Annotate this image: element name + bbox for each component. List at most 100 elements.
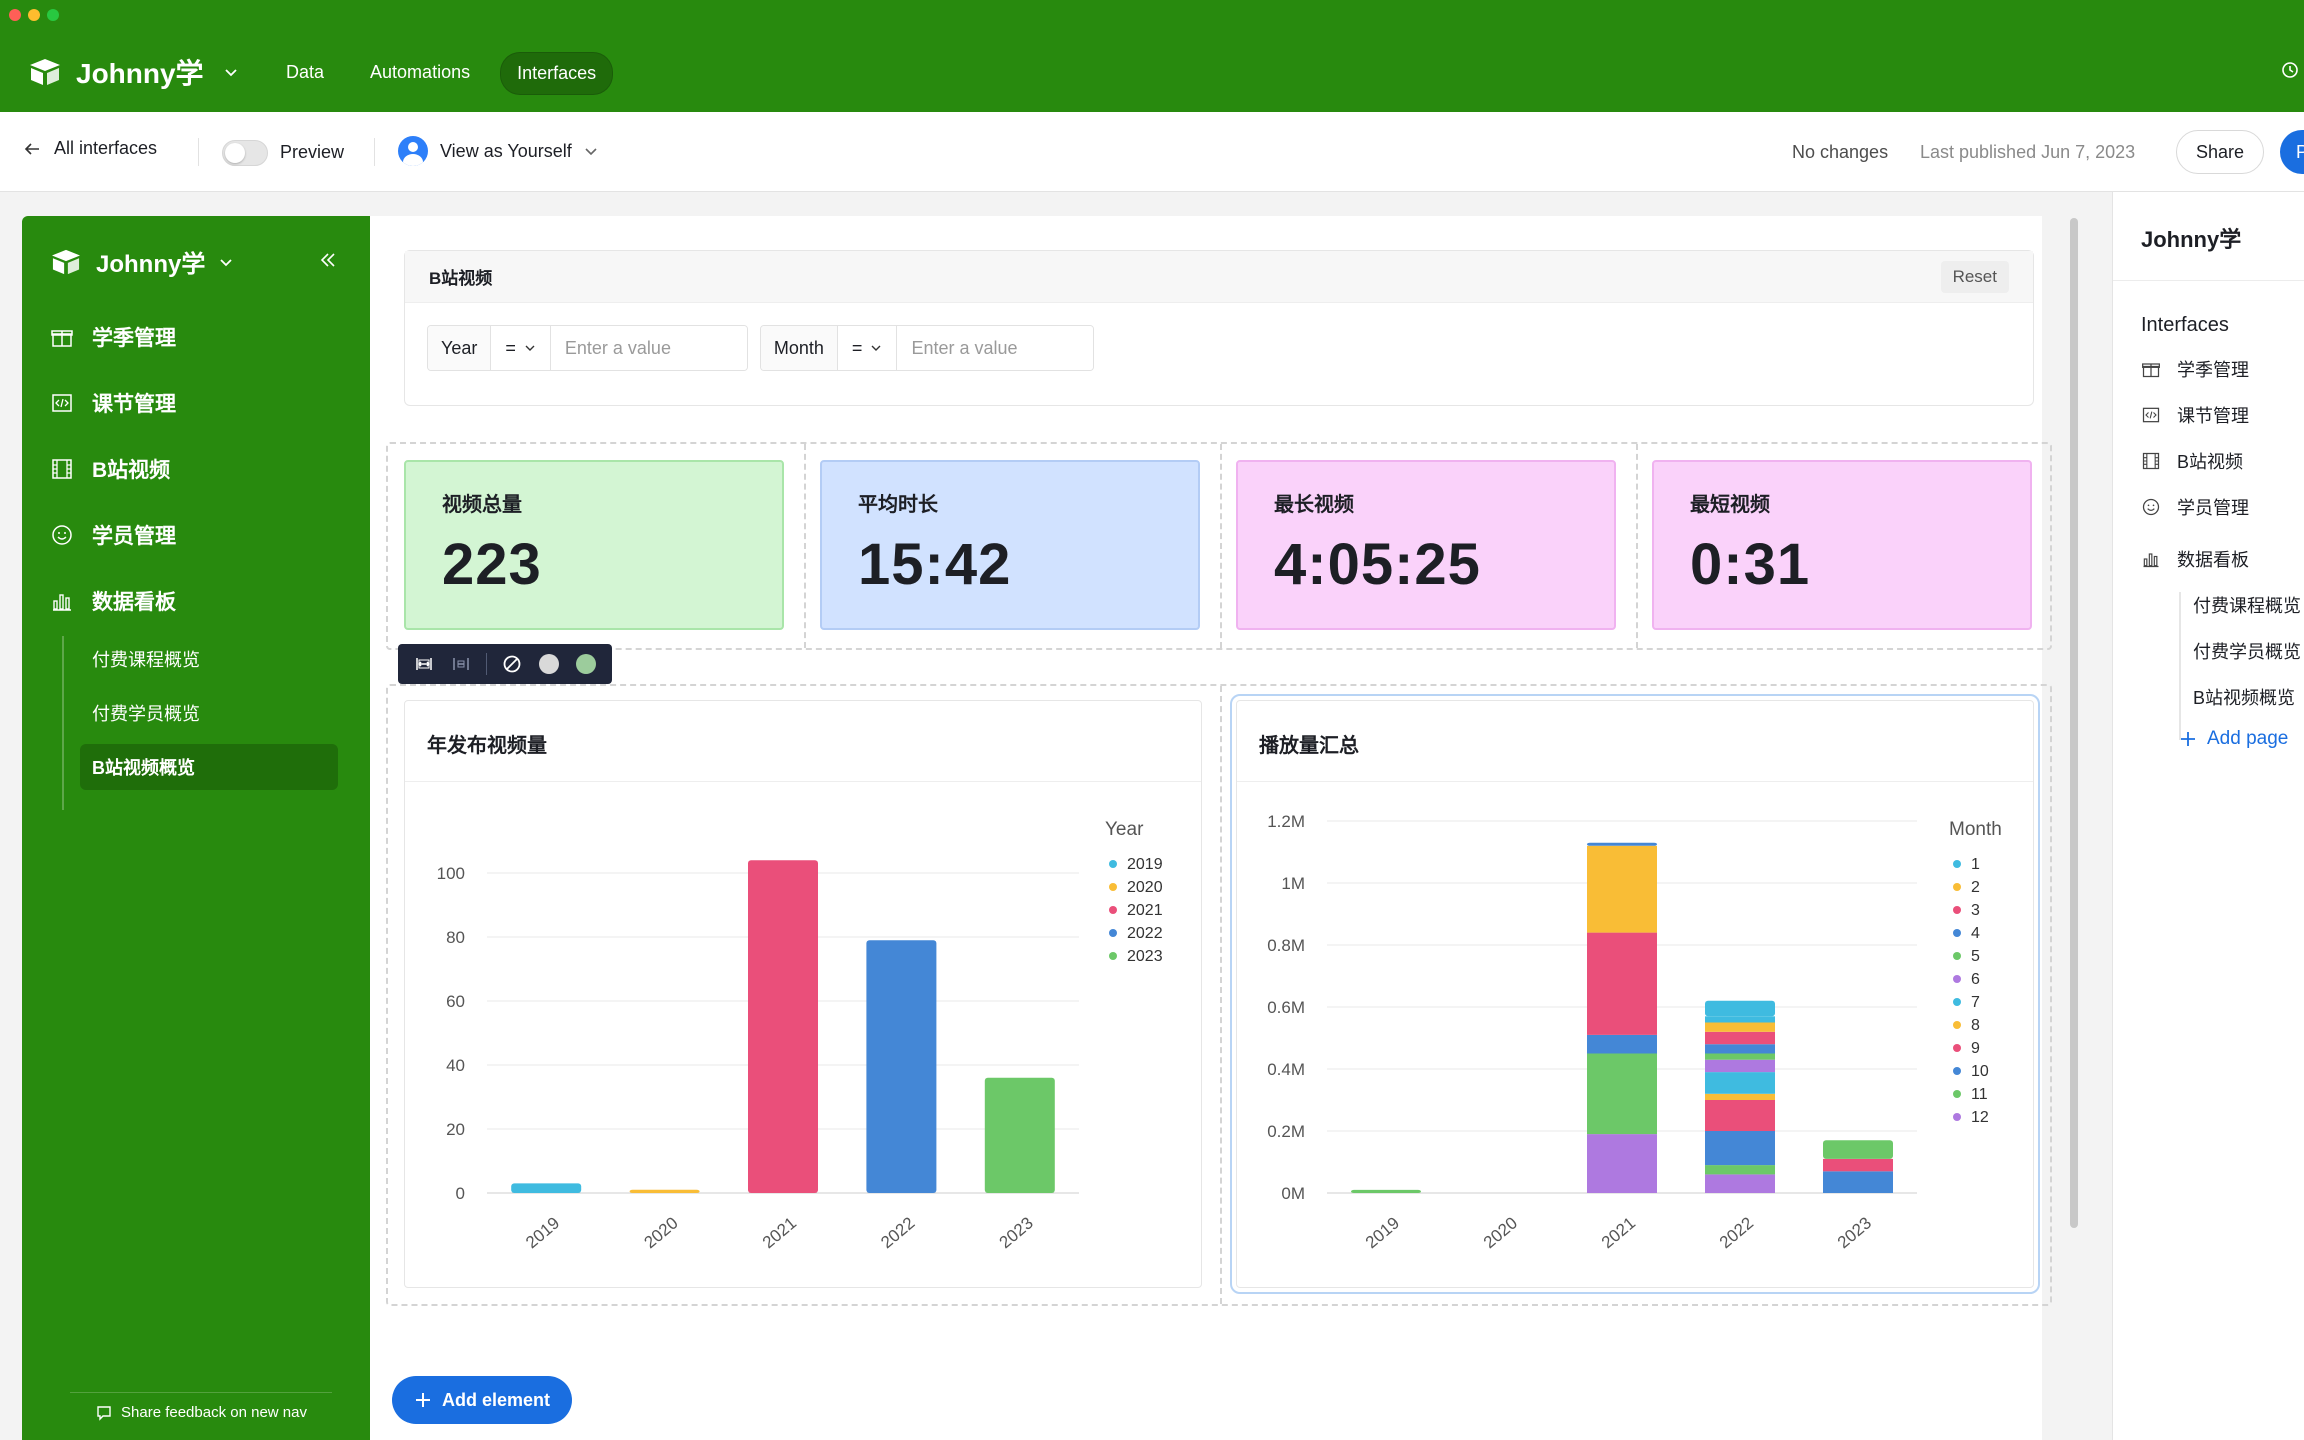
legend-swatch (1109, 952, 1117, 960)
layout-column-divider (1636, 444, 1638, 648)
filter-operator-year[interactable]: = (491, 326, 551, 370)
sidebar-subitem-bilibili-overview[interactable]: B站视频概览 (80, 744, 338, 790)
right-item-xueji[interactable]: 学季管理 (2141, 356, 2249, 382)
right-item-label: 课节管理 (2177, 406, 2249, 426)
sidebar-workspace-switcher[interactable]: Johnny学 (50, 244, 233, 279)
filter-field-year[interactable]: Year (428, 326, 492, 370)
filter-row: Year = Month = (427, 325, 1095, 371)
arrow-left-icon (24, 142, 39, 155)
reset-filters-button[interactable]: Reset (1940, 260, 2009, 293)
toolbar-divider (374, 138, 375, 166)
stat-card-total-videos[interactable]: 视频总量 223 (404, 460, 784, 630)
bar-2021 (748, 860, 818, 1193)
smile-icon (52, 525, 72, 545)
stat-card-longest-video[interactable]: 最长视频 4:05:25 (1236, 460, 1616, 630)
legend-swatch (1953, 998, 1961, 1006)
history-icon[interactable] (2280, 60, 2300, 80)
sidebar-item-dashboard[interactable]: 数据看板 (50, 586, 176, 616)
share-button[interactable]: Share (2176, 130, 2264, 174)
app-header: Johnny学 Data Automations Interfaces (0, 0, 2304, 112)
minimize-window-button[interactable] (28, 9, 40, 21)
sidebar-item-xueyuan[interactable]: 学员管理 (50, 520, 176, 550)
bar-segment-2022-m12 (1705, 1174, 1775, 1193)
color-gray-button[interactable] (534, 649, 565, 679)
share-feedback-link[interactable]: Share feedback on new nav (70, 1392, 332, 1432)
filter-operator-month[interactable]: = (838, 326, 898, 370)
canvas-scrollbar[interactable] (2070, 218, 2078, 1228)
expand-width-icon (415, 658, 432, 670)
add-page-link[interactable]: Add page (2179, 728, 2288, 750)
all-interfaces-link[interactable]: All interfaces (22, 138, 157, 159)
right-item-label: B站视频 (2177, 452, 2244, 472)
bar-segment-2022-m1 (1705, 1000, 1775, 1017)
shrink-width-icon (452, 658, 469, 670)
filter-field-month[interactable]: Month (760, 326, 838, 370)
filter-value-month[interactable] (897, 326, 1094, 370)
filter-value-year[interactable] (550, 326, 747, 370)
right-item-bilibili[interactable]: B站视频 (2141, 448, 2243, 474)
right-subitem-paid-students[interactable]: 付费学员概览 (2193, 642, 2301, 662)
no-color-button[interactable] (497, 649, 528, 679)
toolbar-divider (198, 138, 199, 166)
bar-segment-2022-m2 (1705, 1022, 1775, 1032)
legend-entry: 2019 (1127, 856, 1163, 873)
bar-2022 (866, 940, 937, 1193)
collapse-sidebar-icon[interactable] (318, 250, 338, 270)
chart-card-plays-summary[interactable]: 播放量汇总 0M 0.2M 0.4M 0.6M 0.8M 1M 1.2M 2019 2020 20… (1230, 694, 2040, 1294)
sidebar-item-kejie[interactable]: 课节管理 (50, 388, 176, 418)
sidebar-subitem-paid-courses[interactable]: 付费课程概览 (92, 650, 200, 670)
element-toolbar (398, 644, 612, 684)
sidebar-item-xueji[interactable]: 学季管理 (50, 322, 176, 352)
legend-title: Month (1949, 819, 2002, 840)
interface-toolbar: All interfaces Preview View as Yourself … (0, 112, 2304, 192)
publish-button[interactable]: P (2280, 130, 2304, 174)
stat-card-avg-duration[interactable]: 平均时长 15:42 (820, 460, 1200, 630)
bar-segment-2022-m11 (1705, 1165, 1775, 1175)
right-subitem-bilibili-overview[interactable]: B站视频概览 (2193, 688, 2296, 708)
chart-card-yearly-videos[interactable]: 年发布视频量 0 20 40 60 80 100 2019 2020 2021 2022 2023 Y… (404, 700, 1202, 1288)
chevron-down-icon (585, 148, 597, 156)
sidebar-subitem-paid-students[interactable]: 付费学员概览 (92, 704, 200, 724)
fit-width-button[interactable] (445, 649, 476, 679)
smile-icon (2142, 498, 2160, 516)
workspace-name: Johnny学 (76, 58, 204, 89)
y-tick-label: 100 (437, 864, 465, 883)
color-green-button[interactable] (571, 649, 602, 679)
right-nav-panel: Johnny学 Interfaces 学季管理 课节管理 B站视频 学员管理 数… (2112, 192, 2304, 1440)
bar-chart-icon (53, 594, 71, 611)
y-tick-label: 0 (456, 1184, 465, 1203)
right-item-xueyuan[interactable]: 学员管理 (2141, 494, 2249, 520)
nav-automations[interactable]: Automations (370, 62, 471, 82)
maximize-window-button[interactable] (47, 9, 59, 21)
sidebar-item-label: 学季管理 (92, 327, 176, 350)
right-item-dashboard[interactable]: 数据看板 (2141, 546, 2249, 572)
nav-interfaces[interactable]: Interfaces (500, 52, 614, 95)
right-item-kejie[interactable]: 课节管理 (2141, 402, 2249, 428)
legend-swatch (1109, 883, 1117, 891)
preview-toggle[interactable] (222, 140, 268, 166)
filter-element[interactable]: B站视频 Reset Year = Month = (404, 250, 2034, 406)
view-as-dropdown[interactable]: View as Yourself (398, 136, 598, 166)
stat-card-shortest-video[interactable]: 最短视频 0:31 (1652, 460, 2032, 630)
layout-row-stats (386, 442, 2052, 650)
toolbar-divider (486, 653, 487, 675)
all-interfaces-label: All interfaces (54, 138, 158, 158)
stacked-bar-chart-plays: 0M 0.2M 0.4M 0.6M 0.8M 1M 1.2M 2019 2020 2021 2022… (1267, 812, 2002, 1252)
full-width-button[interactable] (408, 649, 439, 679)
layout-column-divider (804, 444, 806, 648)
chart-divider (405, 781, 1201, 782)
x-tick-label: 2020 (640, 1213, 681, 1252)
right-item-label: 数据看板 (2177, 550, 2249, 570)
nav-data[interactable]: Data (286, 62, 325, 82)
y-tick-label: 20 (446, 1120, 465, 1139)
workspace-switcher[interactable]: Johnny学 (28, 52, 238, 92)
legend-swatch (1109, 906, 1117, 914)
right-panel-divider (2113, 280, 2304, 281)
feedback-icon (97, 1405, 111, 1421)
sidebar-item-bilibili[interactable]: B站视频 (50, 454, 170, 484)
add-element-button[interactable]: Add element (392, 1376, 572, 1424)
right-subitem-paid-courses[interactable]: 付费课程概览 (2193, 596, 2301, 616)
bar-segment-2021-m11 (1587, 1053, 1657, 1135)
y-tick-label: 40 (446, 1056, 465, 1075)
close-window-button[interactable] (9, 9, 21, 21)
